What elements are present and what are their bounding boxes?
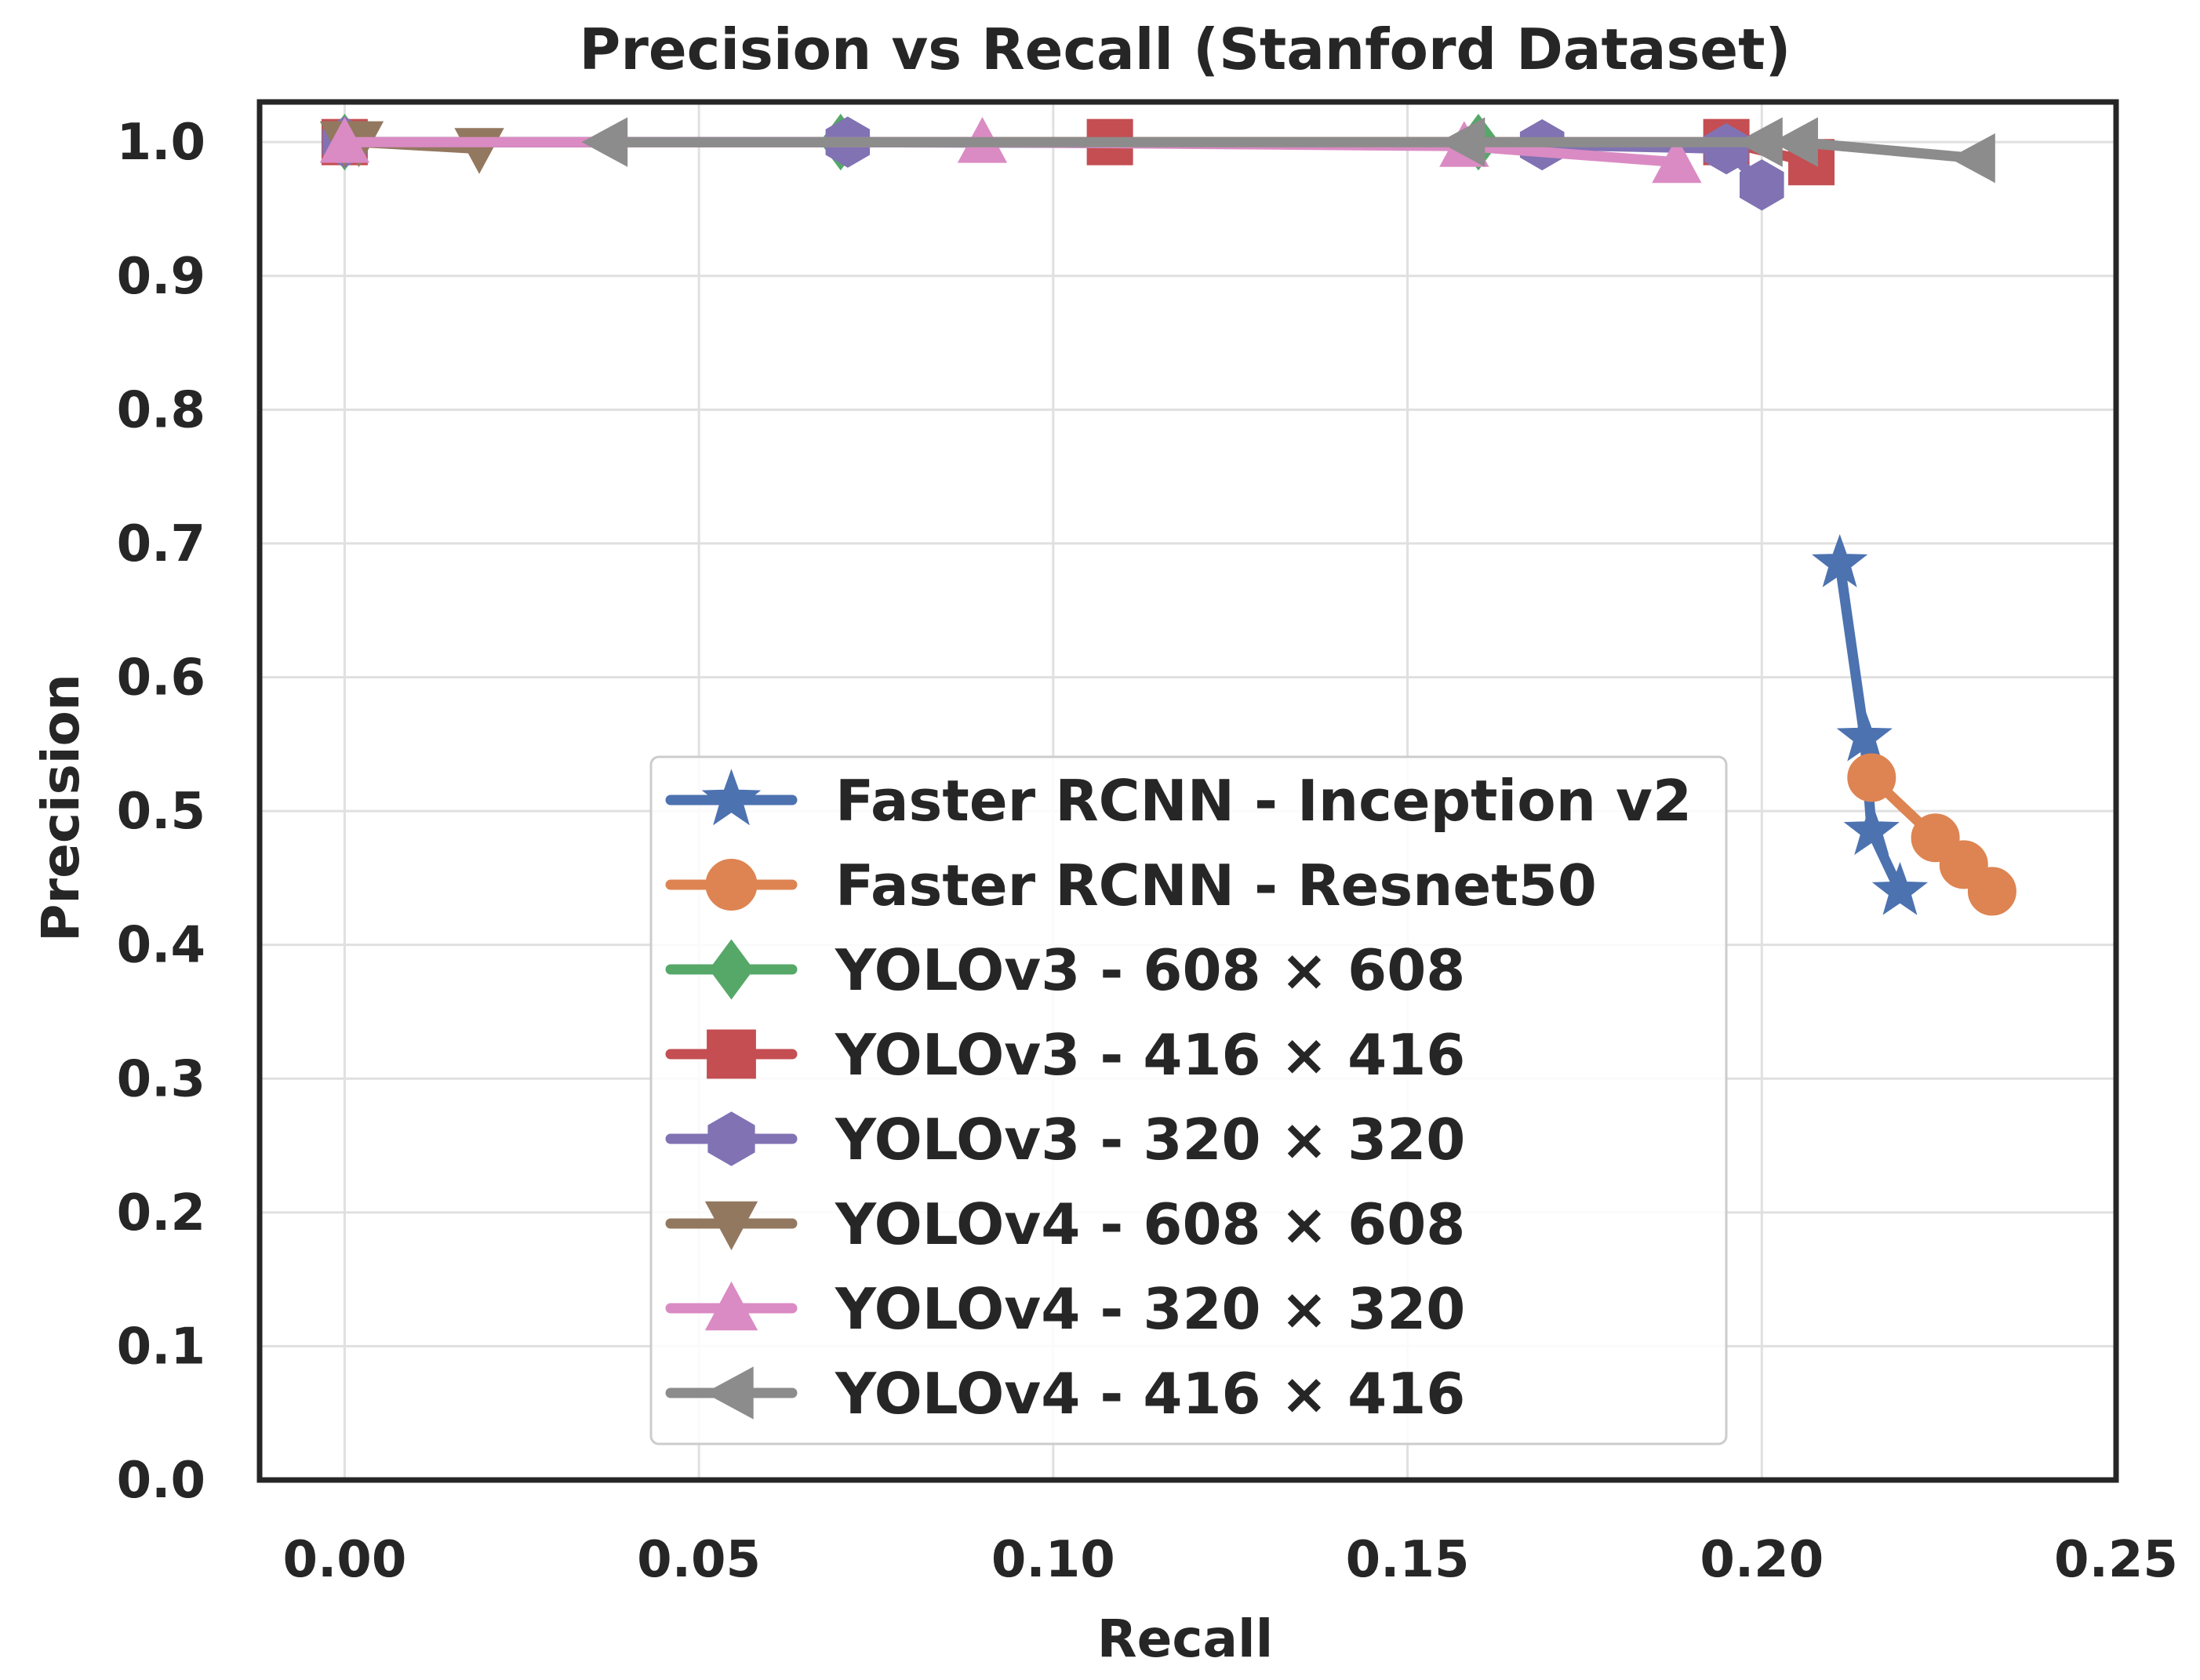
legend-marker — [701, 769, 762, 826]
data-series — [319, 113, 2016, 916]
legend-entry: YOLOv3 - 608 × 608 — [665, 937, 1465, 1003]
series-7 — [581, 117, 1995, 184]
y-tick-label: 1.0 — [117, 114, 205, 172]
legend-entry: Faster RCNN - Inception v2 — [665, 768, 1692, 834]
legend-entry: YOLOv4 - 608 × 608 — [665, 1191, 1465, 1257]
data-point — [1967, 867, 2016, 916]
data-point — [1847, 753, 1896, 802]
legend-label: YOLOv4 - 608 × 608 — [835, 1191, 1465, 1257]
legend: Faster RCNN - Inception v2 Faster RCNN - … — [649, 755, 1728, 1445]
data-point — [1772, 117, 1818, 167]
legend-marker — [705, 859, 758, 911]
legend-label: YOLOv3 - 320 × 320 — [835, 1107, 1465, 1173]
data-point — [1438, 117, 1485, 167]
y-tick-label: 0.9 — [117, 248, 205, 306]
legend-label: Faster RCNN - Inception v2 — [835, 768, 1692, 834]
legend-label: YOLOv3 - 608 × 608 — [835, 937, 1465, 1003]
x-axis-label: Recall — [1097, 1609, 1274, 1669]
chart-title: Precision vs Recall (Stanford Dataset) — [580, 16, 1791, 82]
data-point — [1811, 534, 1868, 587]
data-point — [1843, 802, 1900, 855]
legend-label: YOLOv3 - 416 × 416 — [835, 1022, 1465, 1088]
y-tick-label: 0.0 — [117, 1452, 205, 1510]
y-tick-label: 0.5 — [117, 783, 205, 841]
data-point — [1740, 159, 1784, 211]
series-1 — [1847, 753, 2016, 916]
x-tick-label: 0.00 — [282, 1531, 406, 1589]
data-point — [1871, 861, 1929, 915]
x-tick-label: 0.25 — [2054, 1531, 2178, 1589]
legend-entry: Faster RCNN - Resnet50 — [665, 853, 1597, 918]
legend-entry: YOLOv3 - 320 × 320 — [665, 1107, 1465, 1173]
x-tick-label: 0.20 — [1700, 1531, 1824, 1589]
legend-entry: YOLOv3 - 416 × 416 — [665, 1022, 1465, 1088]
data-point — [319, 117, 370, 163]
y-tick-label: 0.6 — [117, 649, 205, 707]
y-tick-label: 0.3 — [117, 1050, 205, 1108]
data-point — [581, 117, 628, 167]
legend-marker — [707, 1111, 755, 1166]
y-tick-label: 0.4 — [117, 917, 205, 975]
x-tick-label: 0.15 — [1346, 1531, 1470, 1589]
x-tick-label: 0.10 — [991, 1531, 1115, 1589]
y-tick-label: 0.7 — [117, 515, 205, 573]
legend-marker — [704, 1281, 758, 1331]
legend-box — [649, 755, 1728, 1445]
x-tick-label: 0.05 — [637, 1531, 761, 1589]
legend-entry: YOLOv4 - 320 × 320 — [665, 1276, 1465, 1342]
y-tick-label: 0.1 — [117, 1318, 205, 1376]
legend-marker — [707, 1029, 756, 1079]
y-tick-label: 0.2 — [117, 1184, 205, 1242]
plot-frame — [256, 99, 2119, 1483]
legend-marker — [709, 939, 754, 1000]
y-axis-label: Precision — [31, 674, 91, 942]
legend-marker — [704, 1201, 758, 1251]
data-point — [1949, 133, 1995, 184]
legend-label: Faster RCNN - Resnet50 — [835, 853, 1597, 918]
legend-marker — [704, 1366, 754, 1420]
legend-label: YOLOv4 - 416 × 416 — [835, 1361, 1465, 1427]
data-point — [1836, 707, 1893, 762]
legend-entry: YOLOv4 - 416 × 416 — [665, 1361, 1465, 1427]
legend-label: YOLOv4 - 320 × 320 — [835, 1276, 1465, 1342]
y-tick-label: 0.8 — [117, 381, 205, 439]
data-point — [1652, 136, 1702, 184]
tick-labels: 0.00 0.05 0.10 0.15 0.20 0.25 0.0 0.1 0.2 0.3 0.4 0… — [117, 114, 2178, 1589]
